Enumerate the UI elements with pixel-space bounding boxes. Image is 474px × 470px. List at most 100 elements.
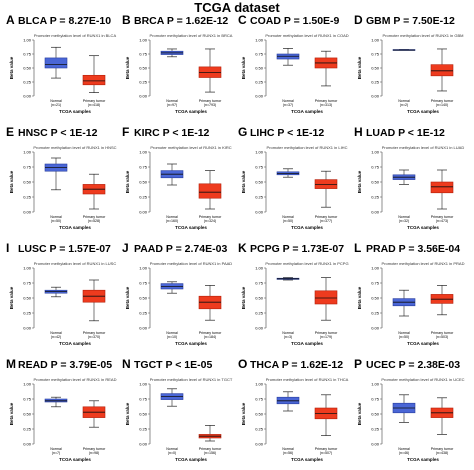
panel-subtitle: Promoter methylation level of RUNX1 in P… — [150, 261, 233, 266]
category-label: Primary tumor — [83, 331, 106, 335]
category-label: Normal — [50, 331, 62, 335]
category-count: (n=56) — [283, 451, 294, 455]
y-tick-label: 0.25 — [23, 80, 32, 85]
x-axis-label: TCGA samples — [175, 341, 207, 346]
box-normal — [160, 388, 184, 407]
panel-subtitle: Promoter methylation level of RUNX1 in C… — [265, 33, 348, 38]
category-label: Primary tumor — [199, 447, 222, 451]
panel-letter: F — [122, 125, 129, 139]
y-tick-label: 0.00 — [23, 210, 32, 215]
box-tumor — [198, 285, 222, 321]
y-tick-label: 0.50 — [371, 180, 380, 185]
x-axis-label: TCGA samples — [59, 225, 91, 230]
box-normal — [276, 277, 300, 281]
y-tick-label: 0.00 — [139, 442, 148, 447]
panel-P: P UCEC P = 2.38E-03 Promoter methylation l… — [354, 357, 465, 462]
box-iqr — [430, 181, 454, 194]
box-tumor — [430, 397, 454, 435]
category-label: Primary tumor — [83, 215, 106, 219]
category-label: Primary tumor — [83, 99, 106, 103]
y-tick-label: 1.00 — [139, 382, 148, 387]
category-count: (n=10) — [167, 335, 178, 339]
box-normal — [276, 168, 300, 178]
y-tick-label: 0.00 — [23, 442, 32, 447]
y-tick-label: 1.00 — [371, 382, 380, 387]
y-tick-label: 0.50 — [255, 412, 264, 417]
category-count: (n=473) — [436, 219, 449, 223]
box-normal — [392, 49, 416, 51]
box-iqr — [82, 74, 106, 86]
category-label: Normal — [166, 331, 178, 335]
panel-label: TGCT P < 1E-05 — [134, 359, 212, 371]
box-normal — [160, 48, 184, 58]
y-tick-label: 0.50 — [371, 412, 380, 417]
box-iqr — [314, 290, 338, 305]
y-tick-label: 0.75 — [23, 397, 32, 402]
y-tick-label: 0.25 — [255, 427, 264, 432]
y-tick-label: 0.00 — [255, 442, 264, 447]
y-tick-label: 1.00 — [139, 38, 148, 43]
panel-subtitle: Promoter methylation level of RUNX1 in K… — [150, 145, 231, 150]
y-tick-label: 0.25 — [255, 311, 264, 316]
panel-H: H LUAD P < 1E-12 Promoter methylation leve… — [354, 125, 464, 230]
category-count: (n=0) — [168, 451, 177, 455]
y-tick-label: 0.50 — [139, 66, 148, 71]
y-tick-label: 1.00 — [371, 266, 380, 271]
category-label: Primary tumor — [431, 331, 454, 335]
panel-D: D GBM P = 7.50E-12 Promoter methylation le… — [354, 13, 463, 114]
panel-I: I LUSC P = 1.57E-07 Promoter methylation l… — [6, 241, 116, 346]
y-tick-label: 0.25 — [139, 195, 148, 200]
panel-letter: O — [238, 357, 247, 371]
category-count: (n=50) — [399, 335, 410, 339]
panel-subtitle: Promoter methylation level of RUNX1 in B… — [150, 33, 233, 38]
category-label: Primary tumor — [83, 447, 106, 451]
panel-label: LUAD P < 1E-12 — [366, 127, 445, 139]
box-normal — [44, 286, 68, 298]
panel-letter: K — [238, 241, 247, 255]
category-count: (n=98) — [89, 451, 100, 455]
category-count: (n=418) — [88, 103, 101, 107]
panel-label: PCPG P = 1.73E-07 — [250, 243, 344, 255]
y-tick-label: 0.25 — [23, 427, 32, 432]
box-normal — [44, 46, 68, 79]
y-tick-label: 0.50 — [23, 296, 32, 301]
y-tick-label: 1.00 — [255, 38, 264, 43]
panel-K: K PCPG P = 1.73E-07 Promoter methylation l… — [238, 241, 349, 346]
category-label: Normal — [166, 215, 178, 219]
panel-letter: M — [6, 357, 16, 371]
category-label: Normal — [282, 447, 294, 451]
y-axis-label: Beta value — [9, 402, 14, 425]
y-axis-label: Beta value — [125, 286, 130, 309]
box-tumor — [82, 400, 106, 428]
x-axis-label: TCGA samples — [175, 109, 207, 114]
category-count: (n=2) — [400, 103, 409, 107]
category-count: (n=37) — [283, 103, 294, 107]
y-tick-label: 0.50 — [23, 180, 32, 185]
category-label: Primary tumor — [199, 99, 222, 103]
y-tick-label: 0.25 — [139, 80, 148, 85]
y-tick-label: 0.25 — [23, 311, 32, 316]
category-label: Normal — [282, 215, 294, 219]
category-label: Primary tumor — [431, 447, 454, 451]
y-tick-label: 0.75 — [23, 281, 32, 286]
panel-letter: J — [122, 241, 129, 255]
category-label: Primary tumor — [431, 99, 454, 103]
panel-E: E HNSC P < 1E-12 Promoter methylation leve… — [6, 125, 117, 230]
panel-G: G LIHC P < 1E-12 Promoter methylation leve… — [238, 125, 348, 230]
box-tumor — [430, 48, 454, 92]
panel-label: UCEC P = 2.38E-03 — [366, 359, 460, 371]
category-label: Normal — [50, 99, 62, 103]
panel-J: J PAAD P = 2.74E-03 Promoter methylation l… — [122, 241, 232, 346]
panel-subtitle: Promoter methylation level of RUNX1 in G… — [383, 33, 464, 38]
y-tick-label: 0.75 — [371, 281, 380, 286]
category-count: (n=50) — [51, 219, 62, 223]
y-tick-label: 0.75 — [23, 165, 32, 170]
y-tick-label: 0.25 — [139, 311, 148, 316]
box-tumor — [314, 394, 338, 436]
y-axis-label: Beta value — [241, 286, 246, 309]
y-tick-label: 0.75 — [371, 52, 380, 57]
panel-label: COAD P = 1.50E-9 — [250, 15, 340, 27]
y-tick-label: 0.75 — [139, 281, 148, 286]
panel-subtitle: Promoter methylation level of RUNX1 in U… — [381, 377, 464, 382]
y-axis-label: Beta value — [9, 170, 14, 193]
